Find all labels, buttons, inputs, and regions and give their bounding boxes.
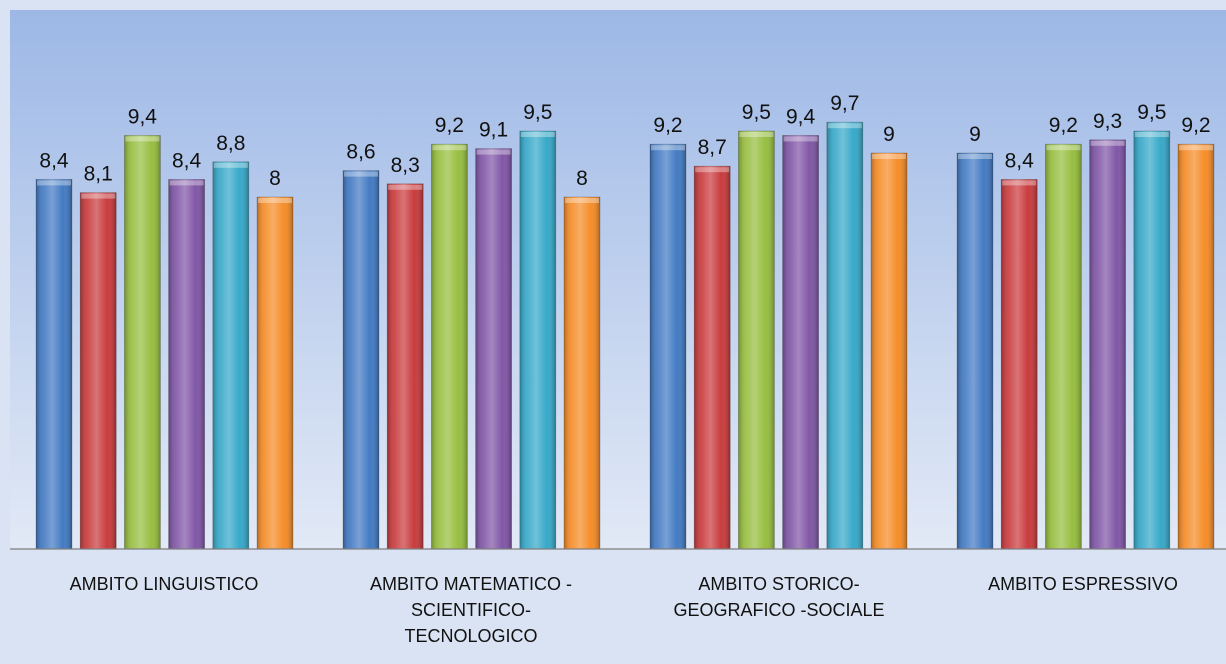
data-label: 9,5 (742, 101, 771, 124)
data-label: 9,4 (128, 105, 158, 128)
bar (1177, 143, 1215, 550)
data-label: 8,7 (698, 136, 727, 159)
data-label: 9,5 (523, 101, 552, 124)
data-label: 8,6 (346, 141, 375, 164)
bar (475, 148, 513, 550)
bar (124, 134, 161, 550)
data-label: 9 (969, 123, 981, 146)
bar (693, 165, 731, 550)
bar (519, 130, 557, 550)
bar (956, 152, 994, 550)
bar (826, 121, 864, 550)
data-label: 9,3 (1093, 110, 1122, 133)
bar (212, 161, 250, 550)
data-label: 8 (576, 167, 588, 190)
data-label: 9 (883, 123, 895, 146)
bar (79, 192, 117, 550)
data-label: 9,7 (830, 92, 859, 115)
bar (430, 143, 468, 550)
category-label: AMBITO ESPRESSIVO (988, 574, 1178, 594)
category-label: AMBITO LINGUISTICO (70, 574, 259, 594)
bar (1133, 130, 1171, 550)
data-label: 8 (269, 167, 281, 190)
bar (386, 183, 424, 550)
bar (738, 130, 775, 550)
bar (342, 170, 380, 550)
bar (563, 196, 601, 550)
data-label: 8,3 (391, 154, 420, 177)
data-label: 8,4 (172, 149, 202, 172)
data-label: 8,1 (84, 163, 113, 186)
category-label: AMBITO STORICO-GEOGRAFICO -SOCIALE (673, 574, 884, 620)
bar (782, 134, 819, 550)
data-label: 9,4 (786, 105, 816, 128)
bar (870, 152, 908, 550)
bar (1000, 178, 1038, 550)
data-label: 8,8 (216, 132, 245, 155)
bar (35, 178, 73, 550)
data-label: 8,4 (39, 149, 69, 172)
data-label: 9,5 (1137, 101, 1166, 124)
bar (649, 143, 687, 550)
data-label: 9,2 (435, 114, 464, 137)
bar (168, 178, 206, 550)
data-label: 9,2 (653, 114, 682, 137)
data-label: 9,1 (479, 119, 508, 142)
bar (256, 196, 294, 550)
bar (1089, 139, 1126, 550)
data-label: 9,2 (1181, 114, 1210, 137)
data-label: 8,4 (1005, 149, 1035, 172)
bar (1045, 143, 1082, 550)
data-label: 9,2 (1049, 114, 1078, 137)
category-label: AMBITO MATEMATICO -SCIENTIFICO-TECNOLOGI… (370, 574, 572, 646)
